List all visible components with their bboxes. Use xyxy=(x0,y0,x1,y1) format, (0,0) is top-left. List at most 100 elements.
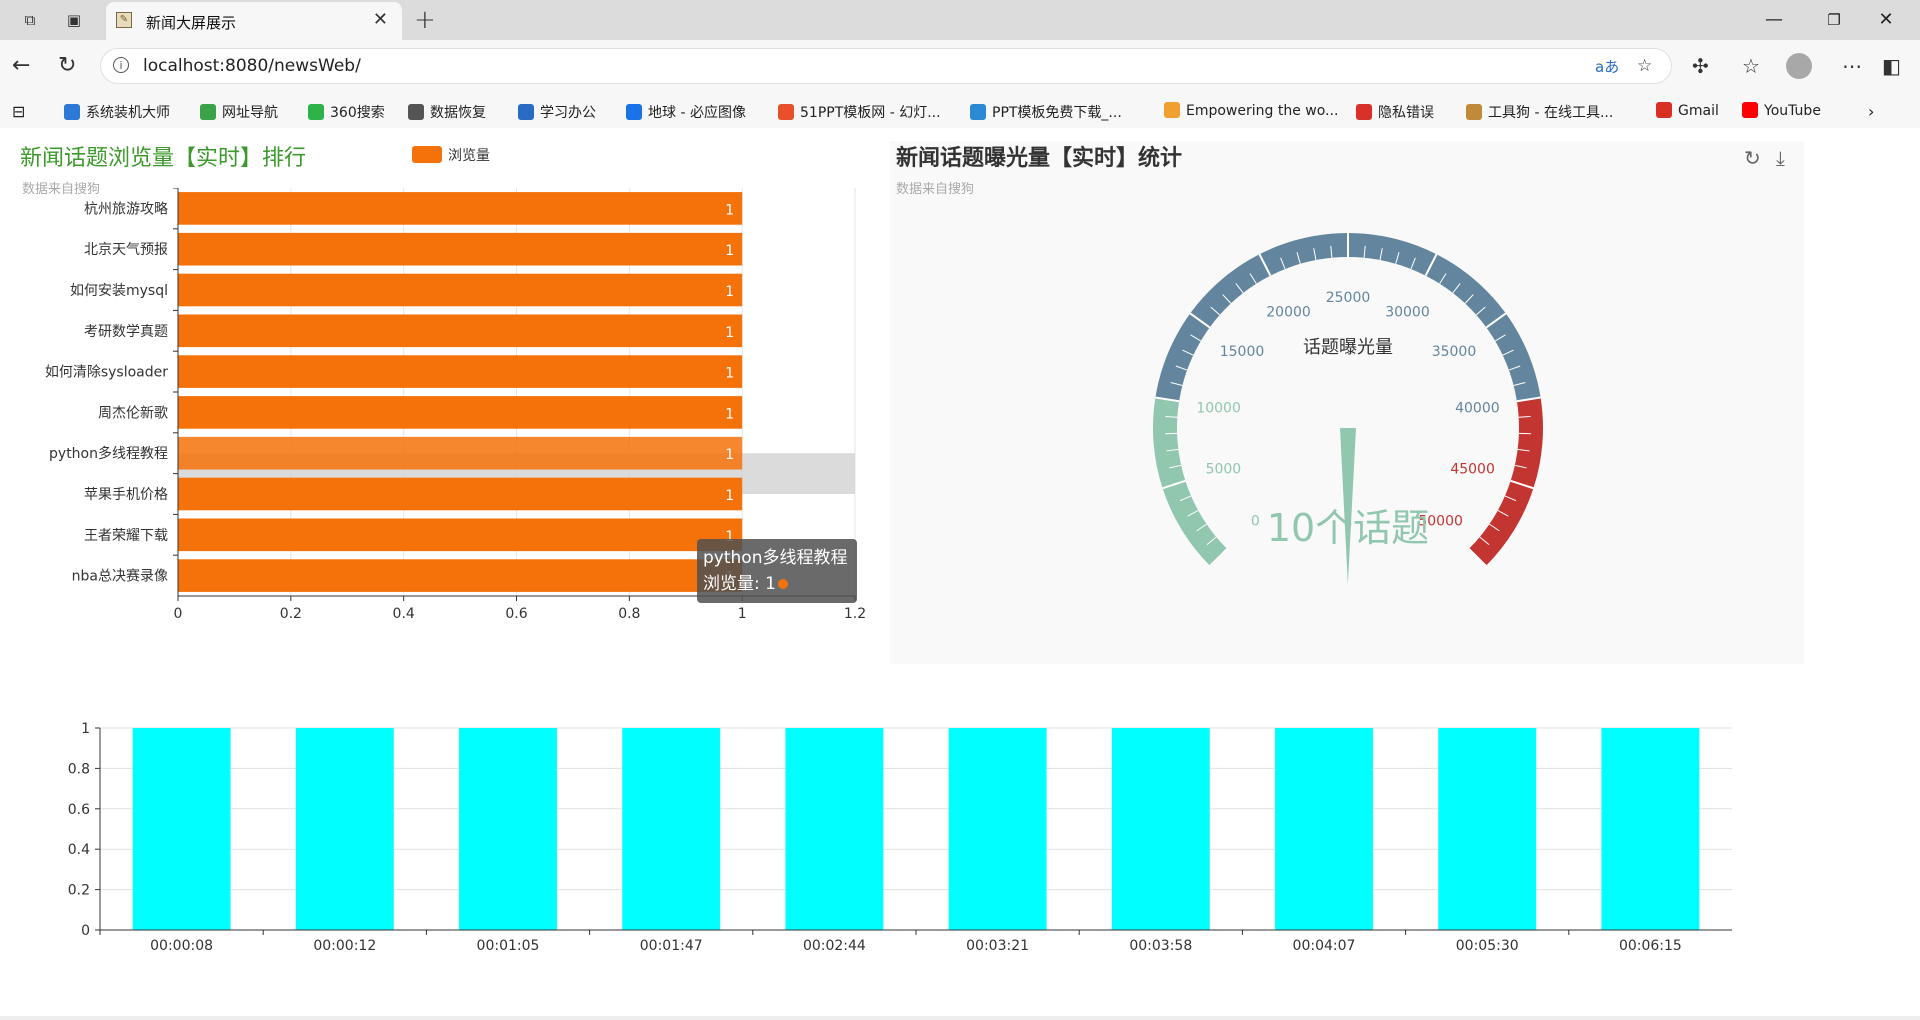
more-menu-icon[interactable]: ⋯ xyxy=(1842,54,1862,78)
vertical-tabs-icon[interactable]: ▣ xyxy=(66,11,82,29)
gauge-minor-tick xyxy=(1517,448,1530,452)
minimize-button[interactable]: — xyxy=(1765,9,1783,30)
y-category-label: 苹果手机价格 xyxy=(84,487,168,503)
bookmark-favicon-icon xyxy=(308,104,324,120)
bookmarks-bar: ⊟ 系统装机大师 网址导航 360搜索 数据恢复 学习办公 地球 - 必应图像 … xyxy=(0,94,1920,129)
gauge-split-line xyxy=(1424,253,1438,277)
gauge-tick-label: 25000 xyxy=(1326,290,1371,306)
translate-icon[interactable]: aあ xyxy=(1595,58,1620,76)
bookmark-favicon-icon xyxy=(970,104,986,120)
y-tick-label: 0 xyxy=(81,923,90,939)
address-bar[interactable]: i localhost:8080/newsWeb/ aあ ☆ xyxy=(100,48,1672,84)
bookmark-favicon-icon xyxy=(200,104,216,120)
gauge-minor-tick xyxy=(1464,294,1474,304)
timeline-bar-chart[interactable]: 0 0.2 0.4 0.6 0.8 1 00:00:08 00:00:12 00:01:05 00… xyxy=(0,708,1780,1008)
bookmarks-overflow-icon[interactable]: › xyxy=(1868,102,1875,121)
gauge-minor-tick xyxy=(1182,349,1194,356)
bookmark-item[interactable]: 网址导航 xyxy=(200,102,278,122)
exposure-gauge: 0 5000 10000 15000 20000 25000 30000 35000 40000… xyxy=(1153,233,1543,584)
new-tab-button[interactable]: + xyxy=(414,5,436,35)
bookmark-favicon-icon xyxy=(1656,102,1672,118)
restore-chart-icon[interactable]: ↻ xyxy=(1744,146,1761,170)
bar xyxy=(132,728,231,930)
gauge-minor-tick xyxy=(1313,248,1317,261)
bar-value-label: 1 xyxy=(725,284,734,300)
bookmark-item[interactable]: Empowering the wo... xyxy=(1164,102,1338,119)
bookmark-item[interactable]: 系统装机大师 xyxy=(64,102,170,122)
favorite-star-icon[interactable]: ☆ xyxy=(1637,56,1653,76)
x-category-label: 00:04:07 xyxy=(1293,938,1356,954)
bar xyxy=(178,192,743,225)
gauge-split-line xyxy=(1485,312,1507,329)
bookmark-item[interactable]: 地球 - 必应图像 xyxy=(626,102,746,122)
close-window-button[interactable]: ✕ xyxy=(1878,9,1894,30)
gauge-minor-tick xyxy=(1502,349,1514,356)
gauge-minor-tick xyxy=(1196,523,1207,532)
extensions-icon[interactable]: ✣ xyxy=(1692,54,1709,78)
bookmark-item[interactable]: 工具狗 - 在线工具... xyxy=(1466,102,1613,122)
bookmark-item[interactable]: 数据恢复 xyxy=(408,102,486,122)
gauge-minor-tick xyxy=(1475,306,1486,316)
site-info-icon[interactable]: i xyxy=(113,57,129,73)
ranking-legend-swatch[interactable] xyxy=(412,146,442,163)
x-category-label: 00:01:47 xyxy=(640,938,703,954)
restore-button[interactable]: ❐ xyxy=(1827,11,1841,29)
bar xyxy=(178,355,743,388)
ranking-chart-subtitle: 数据来自搜狗 xyxy=(22,182,101,197)
bar xyxy=(1111,728,1210,930)
bookmark-item[interactable]: 学习办公 xyxy=(518,102,596,122)
profile-avatar[interactable] xyxy=(1786,53,1812,79)
close-tab-icon[interactable]: ✕ xyxy=(372,9,388,30)
x-category-label: 00:00:08 xyxy=(150,938,213,954)
bar-value-label: 1 xyxy=(725,447,734,463)
gauge-name-label: 话题曝光量 xyxy=(1303,337,1393,358)
bookmark-item[interactable]: Gmail xyxy=(1656,102,1719,119)
save-image-icon[interactable]: ⤓ xyxy=(1776,146,1785,170)
bookmark-item[interactable]: YouTube xyxy=(1742,102,1821,119)
bookmark-favicon-icon xyxy=(1742,102,1758,118)
y-category-label: 北京天气预报 xyxy=(84,242,168,258)
ranking-bar-chart[interactable]: 0 0.2 0.4 0.6 0.8 1 1.2 1 杭州旅游攻略 1 北京天气预报 1 如何安装mysq… xyxy=(0,188,880,788)
x-category-label: 00:05:30 xyxy=(1456,938,1519,954)
gauge-minor-tick xyxy=(1479,536,1490,546)
x-category-label: 00:00:12 xyxy=(313,938,376,954)
workspaces-icon[interactable]: ⧉ xyxy=(24,11,36,29)
y-tick-label: 1 xyxy=(81,721,90,737)
y-category-label: 周杰伦新歌 xyxy=(98,405,168,421)
gauge-minor-tick xyxy=(1179,495,1192,502)
bar xyxy=(178,436,743,470)
gauge-tick-label: 15000 xyxy=(1220,344,1265,360)
bookmark-item[interactable]: 隐私错误 xyxy=(1356,102,1434,122)
active-tab[interactable]: ✎ 新闻大屏展示 ✕ xyxy=(106,2,402,40)
ranking-legend-label[interactable]: 浏览量 xyxy=(448,148,490,164)
bookmark-favicon-icon xyxy=(518,104,534,120)
url-text[interactable]: localhost:8080/newsWeb/ xyxy=(143,56,361,76)
gauge-minor-tick xyxy=(1235,283,1244,294)
y-tick-label: 0.4 xyxy=(68,842,90,858)
sidebar-toggle-icon[interactable]: ◧ xyxy=(1882,54,1901,78)
collections-icon[interactable]: ⊟ xyxy=(12,102,26,121)
bookmark-item[interactable]: 51PPT模板网 - 幻灯... xyxy=(778,102,941,122)
bar xyxy=(178,559,743,592)
bookmark-favicon-icon xyxy=(1466,104,1482,120)
bar xyxy=(1601,728,1700,930)
gauge-minor-tick xyxy=(1363,245,1366,258)
gauge-tick-label: 45000 xyxy=(1450,461,1495,477)
gauge-band xyxy=(1155,233,1541,402)
bar xyxy=(178,396,743,429)
bookmark-item[interactable]: 360搜索 xyxy=(308,102,385,122)
y-category-label: python多线程教程 xyxy=(49,445,168,462)
bar xyxy=(459,728,557,930)
tooltip-value: 浏览量: 1 xyxy=(703,574,776,594)
y-category-label: 如何清除sysloader xyxy=(45,365,168,381)
refresh-icon[interactable]: ↻ xyxy=(58,53,77,78)
gauge-minor-tick xyxy=(1508,365,1521,371)
gauge-minor-tick xyxy=(1410,257,1416,270)
bookmark-item[interactable]: PPT模板免费下载_... xyxy=(970,102,1122,122)
x-tick-label: 1.2 xyxy=(844,606,866,622)
x-category-label: 00:03:21 xyxy=(966,938,1029,954)
chart-tooltip: python多线程教程 浏览量: 1 xyxy=(697,539,857,603)
favorites-icon[interactable]: ☆ xyxy=(1742,54,1760,78)
gauge-minor-tick xyxy=(1166,448,1179,452)
back-icon[interactable]: ← xyxy=(12,53,31,78)
